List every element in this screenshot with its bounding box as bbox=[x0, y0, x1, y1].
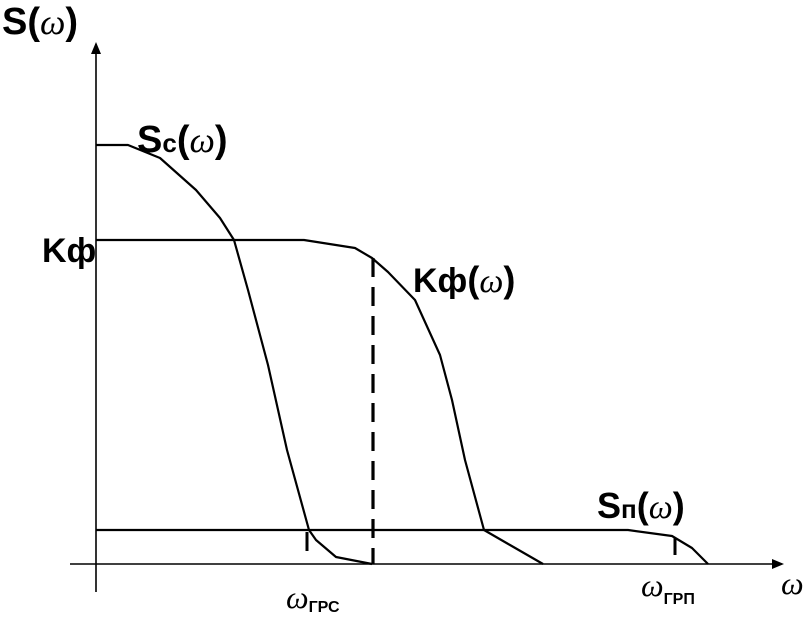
kf-level-label: Kф bbox=[42, 232, 96, 270]
y-axis-label: S(ω) bbox=[2, 1, 78, 43]
noise-spectrum-curve bbox=[96, 528, 709, 565]
omega-grs-label: ωГРС bbox=[286, 579, 340, 616]
x-axis-label: ω bbox=[781, 565, 804, 601]
signal-spectrum-curve bbox=[96, 143, 373, 566]
signal-spectrum-label: Sc(ω) bbox=[137, 119, 228, 161]
filter-response-curve bbox=[234, 238, 544, 565]
noise-spectrum-label: Sп(ω) bbox=[597, 485, 685, 526]
filter-response-label: Kф(ω) bbox=[413, 259, 515, 300]
omega-grp-label: ωГРП bbox=[641, 567, 695, 608]
